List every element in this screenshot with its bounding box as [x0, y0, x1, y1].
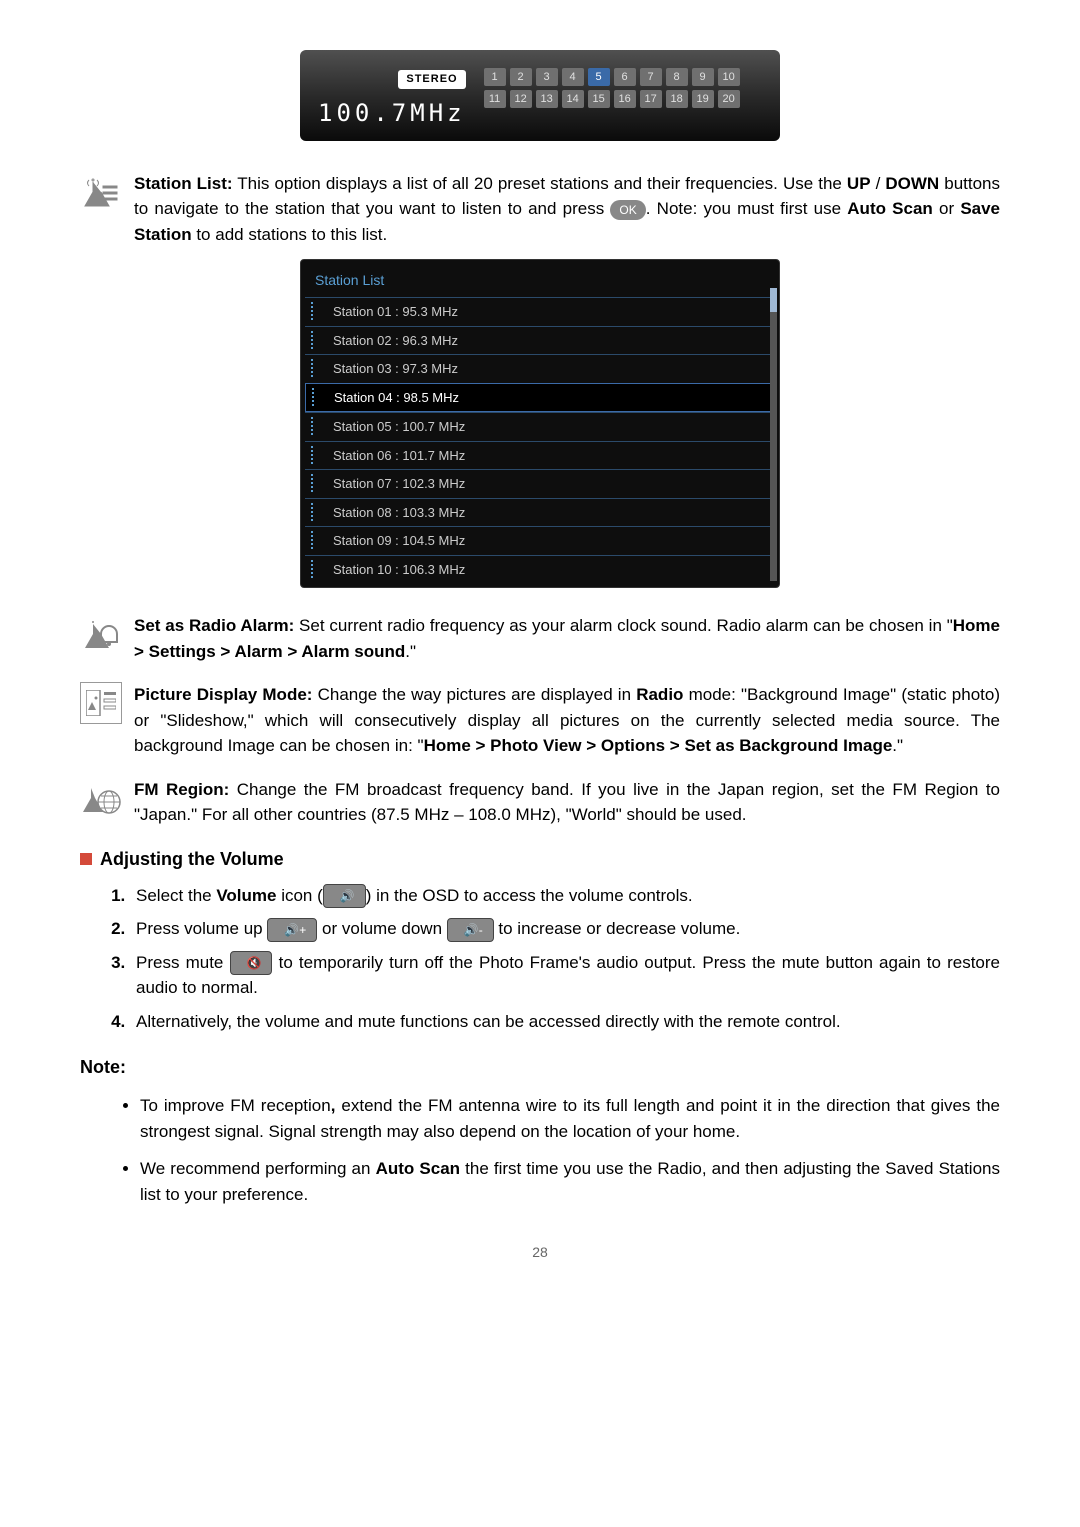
station-row[interactable]: Station 08 : 103.3 MHz — [305, 498, 775, 527]
station-row[interactable]: Station 09 : 104.5 MHz — [305, 526, 775, 555]
preset-9[interactable]: 9 — [692, 68, 714, 86]
station-row[interactable]: Station 03 : 97.3 MHz — [305, 354, 775, 383]
scrollbar[interactable] — [770, 288, 777, 581]
preset-14[interactable]: 14 — [562, 90, 584, 108]
station-list-panel: Station List Station 01 : 95.3 MHzStatio… — [300, 259, 780, 588]
preset-2[interactable]: 2 — [510, 68, 532, 86]
radio-alarm-desc: Set as Radio Alarm: Set current radio fr… — [134, 613, 1000, 664]
step-1: Select the Volume icon (🔊) in the OSD to… — [130, 883, 1000, 909]
radio-display-panel: STEREO 100.7MHz 123456789101112131415161… — [300, 50, 780, 141]
preset-1[interactable]: 1 — [484, 68, 506, 86]
volume-down-icon: 🔊- — [447, 918, 494, 942]
preset-7[interactable]: 7 — [640, 68, 662, 86]
volume-icon: 🔊 — [323, 884, 366, 908]
page-number: 28 — [80, 1242, 1000, 1263]
step-4: Alternatively, the volume and mute funct… — [130, 1009, 1000, 1035]
picture-mode-desc: Picture Display Mode: Change the way pic… — [134, 682, 1000, 759]
preset-12[interactable]: 12 — [510, 90, 532, 108]
preset-6[interactable]: 6 — [614, 68, 636, 86]
station-row[interactable]: Station 02 : 96.3 MHz — [305, 326, 775, 355]
radio-alarm-icon — [80, 613, 122, 655]
preset-11[interactable]: 11 — [484, 90, 506, 108]
preset-3[interactable]: 3 — [536, 68, 558, 86]
preset-19[interactable]: 19 — [692, 90, 714, 108]
preset-10[interactable]: 10 — [718, 68, 740, 86]
preset-20[interactable]: 20 — [718, 90, 740, 108]
preset-8[interactable]: 8 — [666, 68, 688, 86]
volume-heading: Adjusting the Volume — [80, 846, 1000, 873]
radio-freq-block: STEREO 100.7MHz — [318, 64, 484, 131]
frequency-readout: 100.7MHz — [318, 99, 466, 127]
station-row[interactable]: Station 06 : 101.7 MHz — [305, 441, 775, 470]
preset-18[interactable]: 18 — [666, 90, 688, 108]
preset-15[interactable]: 15 — [588, 90, 610, 108]
mute-icon: 🔇 — [230, 951, 273, 975]
bullet-icon — [80, 853, 92, 865]
step-3: Press mute 🔇 to temporarily turn off the… — [130, 950, 1000, 1001]
station-list-title: Station List — [305, 264, 775, 297]
fm-region-desc: FM Region: Change the FM broadcast frequ… — [134, 777, 1000, 828]
ok-button-icon: OK — [610, 200, 645, 220]
note-list: To improve FM reception, extend the FM a… — [80, 1093, 1000, 1207]
note-2: We recommend performing an Auto Scan the… — [140, 1156, 1000, 1207]
station-row[interactable]: Station 05 : 100.7 MHz — [305, 412, 775, 441]
preset-4[interactable]: 4 — [562, 68, 584, 86]
preset-17[interactable]: 17 — [640, 90, 662, 108]
preset-13[interactable]: 13 — [536, 90, 558, 108]
preset-16[interactable]: 16 — [614, 90, 636, 108]
note-1: To improve FM reception, extend the FM a… — [140, 1093, 1000, 1144]
station-row[interactable]: Station 07 : 102.3 MHz — [305, 469, 775, 498]
step-2: Press volume up 🔊+ or volume down 🔊- to … — [130, 916, 1000, 942]
picture-mode-icon — [80, 682, 122, 724]
station-row[interactable]: Station 10 : 106.3 MHz — [305, 555, 775, 584]
station-row[interactable]: Station 01 : 95.3 MHz — [305, 297, 775, 326]
station-list-desc: Station List: This option displays a lis… — [134, 171, 1000, 248]
stereo-badge: STEREO — [398, 70, 465, 89]
preset-5[interactable]: 5 — [588, 68, 610, 86]
station-row[interactable]: Station 04 : 98.5 MHz — [305, 383, 775, 413]
preset-grid: 1234567891011121314151617181920 — [484, 64, 762, 108]
volume-up-icon: 🔊+ — [267, 918, 317, 942]
note-heading: Note: — [80, 1054, 1000, 1081]
station-list-icon — [80, 171, 122, 213]
volume-steps: Select the Volume icon (🔊) in the OSD to… — [80, 883, 1000, 1035]
fm-region-icon — [80, 777, 122, 819]
